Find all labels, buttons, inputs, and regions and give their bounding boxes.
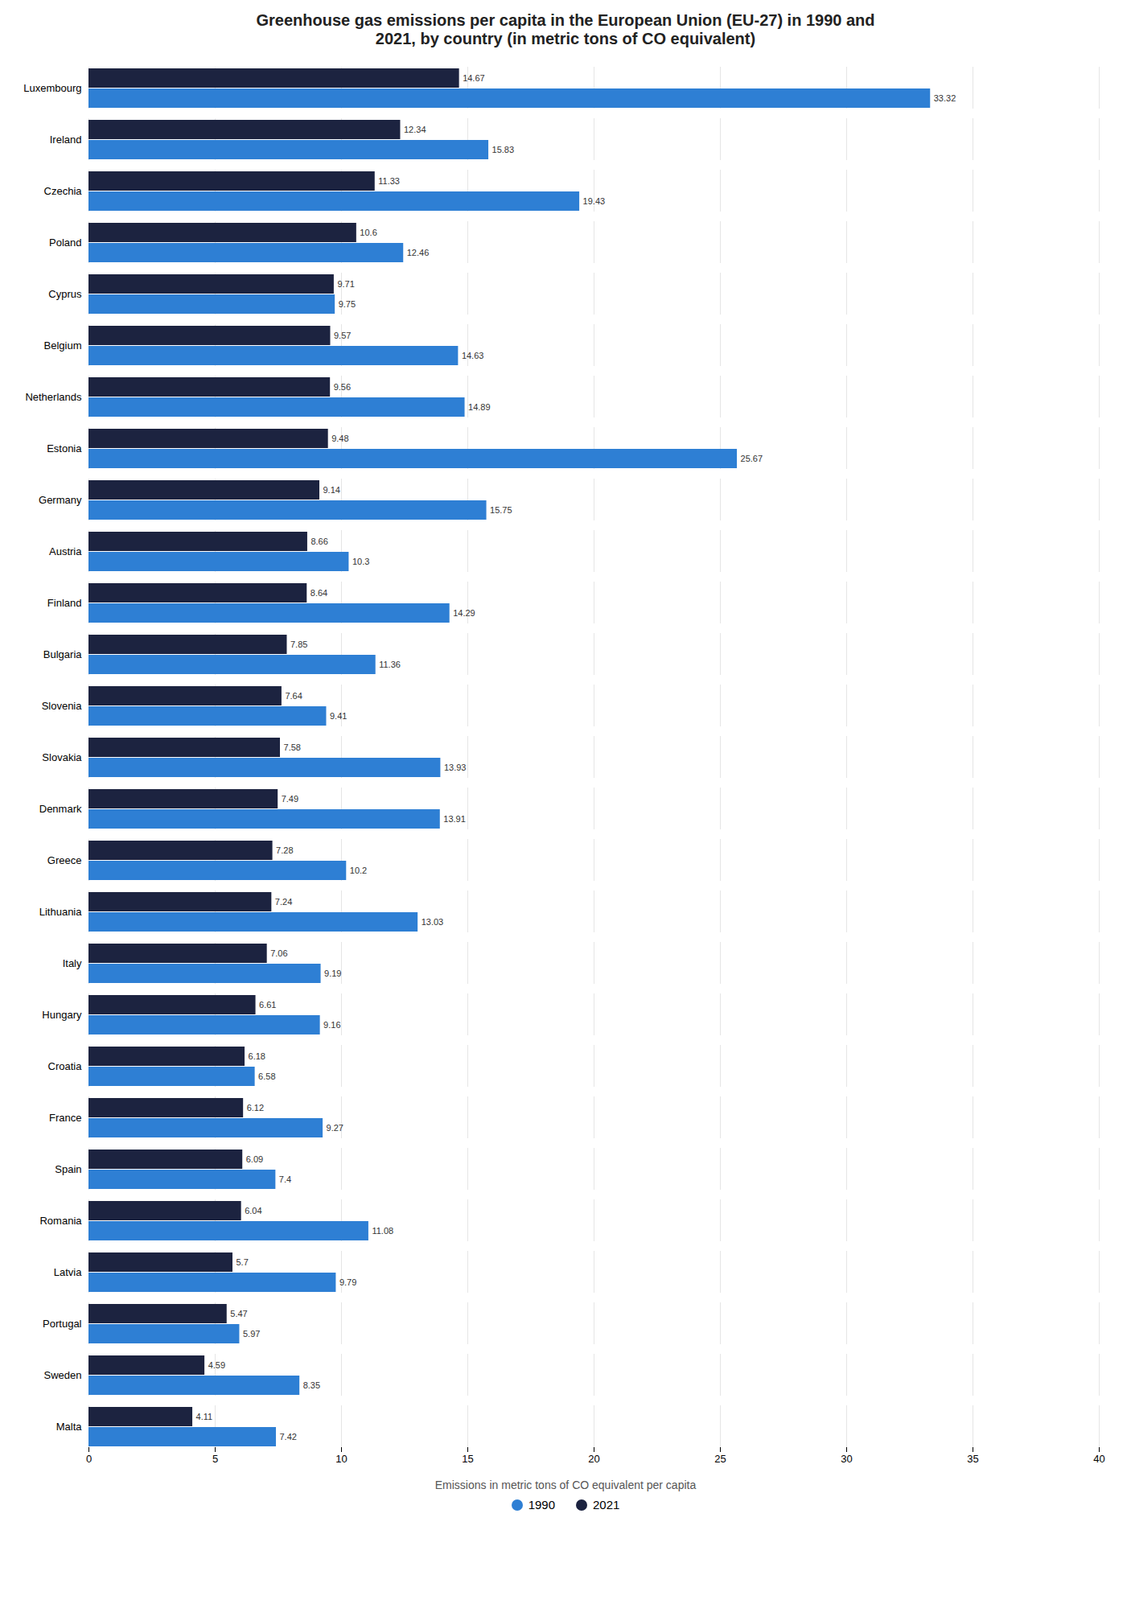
svg-text:25.67: 25.67 bbox=[740, 453, 764, 464]
svg-text:Germany: Germany bbox=[38, 493, 83, 506]
svg-text:Netherlands: Netherlands bbox=[24, 390, 83, 404]
svg-text:19.43: 19.43 bbox=[583, 196, 606, 206]
svg-text:9.57: 9.57 bbox=[333, 330, 351, 341]
svg-text:9.14: 9.14 bbox=[322, 485, 340, 495]
svg-text:14.29: 14.29 bbox=[452, 608, 476, 618]
svg-text:7.28: 7.28 bbox=[275, 845, 293, 856]
svg-text:35: 35 bbox=[966, 1452, 979, 1465]
svg-text:11.36: 11.36 bbox=[378, 659, 401, 670]
svg-text:Romania: Romania bbox=[39, 1214, 83, 1227]
svg-text:7.85: 7.85 bbox=[290, 639, 308, 650]
svg-text:6.04: 6.04 bbox=[244, 1205, 262, 1216]
html-text:1990: 1990 bbox=[528, 1497, 556, 1512]
svg-text:9.19: 9.19 bbox=[324, 968, 342, 979]
svg-text:10: 10 bbox=[335, 1452, 347, 1465]
svg-text:9.41: 9.41 bbox=[329, 711, 347, 721]
svg-text:Spain: Spain bbox=[54, 1163, 82, 1176]
svg-text:Czechia: Czechia bbox=[44, 185, 83, 198]
svg-text:10.2: 10.2 bbox=[349, 865, 367, 876]
svg-text:France: France bbox=[49, 1111, 82, 1124]
html-text:Greenhouse gas emissions per c: Greenhouse gas emissions per capita in t… bbox=[256, 11, 875, 48]
svg-text:30: 30 bbox=[840, 1452, 852, 1465]
svg-text:Poland: Poland bbox=[49, 236, 82, 249]
svg-text:9.75: 9.75 bbox=[338, 299, 356, 309]
svg-text:5.97: 5.97 bbox=[242, 1328, 260, 1339]
svg-text:Denmark: Denmark bbox=[39, 802, 83, 815]
svg-text:11.33: 11.33 bbox=[378, 176, 400, 186]
svg-text:Ireland: Ireland bbox=[49, 133, 83, 146]
svg-text:Slovakia: Slovakia bbox=[41, 751, 83, 764]
svg-text:4.59: 4.59 bbox=[208, 1360, 226, 1370]
svg-text:15.75: 15.75 bbox=[489, 505, 513, 515]
svg-text:10.3: 10.3 bbox=[352, 556, 370, 567]
svg-text:9.48: 9.48 bbox=[331, 433, 349, 444]
svg-text:Finland: Finland bbox=[47, 596, 83, 609]
svg-text:8.66: 8.66 bbox=[310, 536, 328, 547]
svg-text:7.49: 7.49 bbox=[281, 793, 299, 804]
svg-text:40: 40 bbox=[1093, 1452, 1105, 1465]
svg-text:Malta: Malta bbox=[56, 1420, 83, 1433]
svg-text:14.67: 14.67 bbox=[462, 73, 486, 83]
svg-text:15: 15 bbox=[461, 1452, 473, 1465]
svg-text:9.71: 9.71 bbox=[337, 279, 354, 289]
svg-text:15.83: 15.83 bbox=[492, 144, 515, 155]
svg-text:Croatia: Croatia bbox=[48, 1060, 83, 1073]
svg-text:Greece: Greece bbox=[47, 854, 83, 867]
svg-text:13.03: 13.03 bbox=[421, 917, 445, 927]
svg-text:Sweden: Sweden bbox=[44, 1369, 83, 1382]
html-text:2021: 2021 bbox=[592, 1497, 620, 1512]
svg-text:6.09: 6.09 bbox=[246, 1154, 264, 1164]
svg-text:Hungary: Hungary bbox=[41, 1008, 83, 1021]
svg-text:Italy: Italy bbox=[62, 957, 83, 970]
svg-text:Slovenia: Slovenia bbox=[41, 699, 83, 712]
svg-text:Belgium: Belgium bbox=[44, 339, 83, 352]
svg-text:13.91: 13.91 bbox=[443, 814, 466, 824]
svg-text:7.58: 7.58 bbox=[283, 742, 301, 753]
svg-text:14.89: 14.89 bbox=[468, 402, 491, 412]
svg-text:Lithuania: Lithuania bbox=[39, 905, 83, 918]
svg-text:14.63: 14.63 bbox=[461, 350, 485, 361]
svg-text:12.34: 12.34 bbox=[403, 124, 427, 135]
svg-text:20: 20 bbox=[588, 1452, 600, 1465]
svg-text:6.18: 6.18 bbox=[248, 1051, 266, 1062]
svg-text:7.06: 7.06 bbox=[270, 948, 288, 959]
svg-text:11.08: 11.08 bbox=[371, 1225, 394, 1236]
svg-text:Bulgaria: Bulgaria bbox=[43, 648, 83, 661]
svg-text:Luxembourg: Luxembourg bbox=[23, 82, 82, 95]
svg-text:8.35: 8.35 bbox=[303, 1380, 321, 1391]
svg-text:10.6: 10.6 bbox=[359, 227, 377, 238]
svg-text:9.56: 9.56 bbox=[333, 382, 351, 392]
svg-text:Cyprus: Cyprus bbox=[48, 287, 83, 301]
svg-text:33.32: 33.32 bbox=[933, 93, 957, 103]
svg-text:Estonia: Estonia bbox=[46, 442, 83, 455]
svg-text:9.16: 9.16 bbox=[323, 1019, 341, 1030]
svg-text:8.64: 8.64 bbox=[310, 588, 328, 598]
svg-text:12.46: 12.46 bbox=[407, 247, 430, 258]
svg-text:Latvia: Latvia bbox=[53, 1266, 83, 1279]
svg-text:9.79: 9.79 bbox=[339, 1277, 357, 1288]
svg-text:0: 0 bbox=[86, 1452, 92, 1465]
svg-text:7.4: 7.4 bbox=[279, 1174, 292, 1185]
svg-text:5.47: 5.47 bbox=[230, 1308, 247, 1319]
svg-text:6.58: 6.58 bbox=[258, 1071, 276, 1082]
svg-text:6.12: 6.12 bbox=[246, 1102, 264, 1113]
svg-text:6.61: 6.61 bbox=[259, 999, 276, 1010]
svg-text:9.27: 9.27 bbox=[326, 1122, 344, 1133]
svg-text:7.42: 7.42 bbox=[279, 1431, 297, 1442]
svg-text:25: 25 bbox=[714, 1452, 726, 1465]
html-text:Emissions in metric tons of CO: Emissions in metric tons of CO equivalen… bbox=[435, 1478, 696, 1492]
svg-text:Austria: Austria bbox=[49, 545, 83, 558]
svg-text:13.93: 13.93 bbox=[444, 762, 467, 773]
svg-text:Portugal: Portugal bbox=[42, 1317, 83, 1330]
svg-text:7.24: 7.24 bbox=[275, 896, 293, 907]
svg-text:7.64: 7.64 bbox=[284, 690, 302, 701]
svg-text:5: 5 bbox=[212, 1452, 218, 1465]
svg-text:4.11: 4.11 bbox=[196, 1411, 214, 1422]
svg-text:5.7: 5.7 bbox=[235, 1257, 248, 1267]
